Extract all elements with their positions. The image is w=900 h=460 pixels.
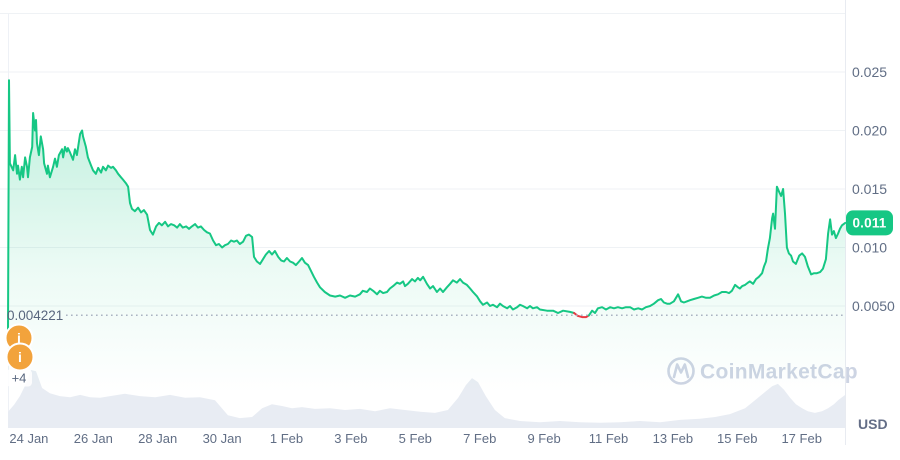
y-tick-label: 0.015 <box>852 181 887 197</box>
x-tick-label: 15 Feb <box>717 431 757 446</box>
x-tick-label: 26 Jan <box>74 431 113 446</box>
price-line[interactable] <box>7 79 576 331</box>
more-annotations-pill[interactable] <box>6 369 32 387</box>
info-icon: i <box>17 330 21 346</box>
y-axis: 0.025 0.020 0.015 0.010 0.0050 <box>852 64 895 314</box>
price-series-group <box>7 79 847 428</box>
x-tick-label: 7 Feb <box>463 431 496 446</box>
threshold-group: 0.004221 <box>7 308 845 323</box>
x-tick-label: 3 Feb <box>334 431 367 446</box>
x-tick-label: 24 Jan <box>9 431 48 446</box>
current-price-label: 0.011 <box>852 216 886 231</box>
info-icon: i <box>18 349 22 365</box>
x-tick-label: 13 Feb <box>653 431 693 446</box>
y-tick-label: 0.0050 <box>852 298 895 314</box>
x-tick-label: 5 Feb <box>399 431 432 446</box>
x-axis: 24 Jan 26 Jan 28 Jan 30 Jan 1 Feb 3 Feb 5 Feb 7… <box>9 431 822 446</box>
x-tick-label: 28 Jan <box>138 431 177 446</box>
x-tick-label: 11 Feb <box>589 431 629 446</box>
current-price-badge-bg <box>846 210 893 236</box>
x-tick-label: 17 Feb <box>781 431 821 446</box>
y-tick-label: 0.010 <box>852 240 887 256</box>
threshold-label: 0.004221 <box>7 308 63 323</box>
currency-unit-label: USD <box>858 416 888 432</box>
more-annotations-label[interactable]: +4 <box>12 371 27 386</box>
y-tick-label: 0.025 <box>852 64 887 80</box>
current-price-badge: 0.011 <box>846 210 893 236</box>
plot-hover-area[interactable] <box>8 0 845 428</box>
x-tick-label: 30 Jan <box>203 431 242 446</box>
x-tick-label: 1 Feb <box>270 431 303 446</box>
x-tick-label: 9 Feb <box>527 431 560 446</box>
price-area-fill <box>8 80 846 428</box>
news-annotations[interactable]: i i +4 <box>4 323 35 387</box>
price-line[interactable] <box>587 185 847 317</box>
y-tick-label: 0.020 <box>852 123 887 139</box>
